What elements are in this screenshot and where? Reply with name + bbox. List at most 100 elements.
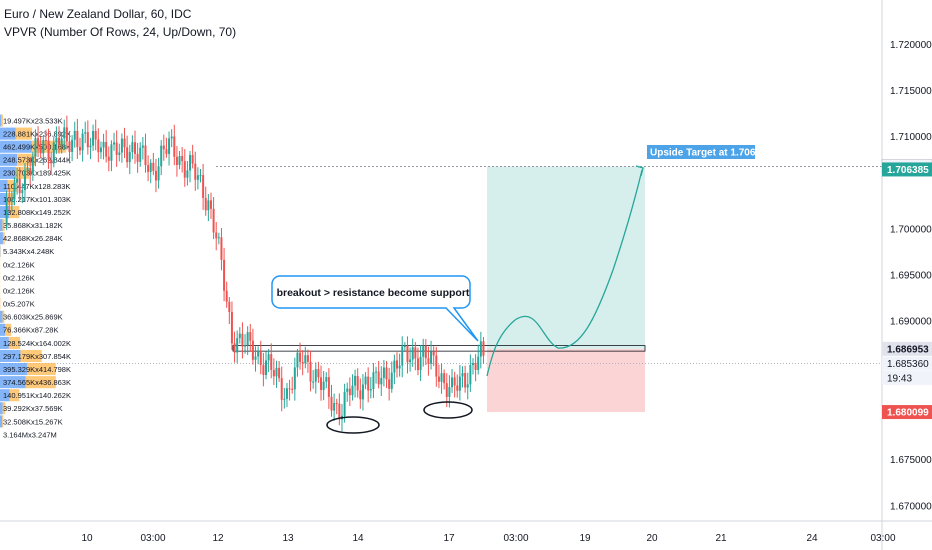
candle-body (165, 149, 168, 154)
candle-body (432, 351, 435, 356)
candle-body (173, 136, 176, 157)
vpvr-down-bar (1, 114, 3, 127)
vpvr-row-label: 297.179Kx307.854K (3, 352, 71, 361)
y-tick-label: 1.670000 (890, 501, 932, 512)
candle-body (296, 352, 299, 368)
candle-body (107, 156, 110, 161)
candle-body (338, 403, 341, 420)
x-tick-label: 24 (806, 533, 818, 544)
candle-body (215, 232, 218, 239)
candle-body (105, 141, 108, 157)
vpvr-row-label: 19.497Kx23.533K (3, 116, 63, 125)
x-tick-label: 13 (282, 533, 294, 544)
resistance-support-box (232, 345, 646, 352)
candle-body (466, 384, 469, 388)
candle-body (471, 363, 474, 366)
y-tick-label: 1.695000 (890, 271, 932, 282)
candle-body (385, 367, 388, 380)
candle-body (230, 312, 233, 344)
vpvr-row-label: 128.524Kx164.002K (3, 339, 71, 348)
projection-path (486, 169, 643, 377)
candle-body (327, 377, 330, 397)
candle-body (154, 170, 157, 181)
candle-body (351, 385, 354, 396)
indicator-label[interactable]: VPVR (Number Of Rows, 24, Up/Down, 70) (4, 25, 237, 39)
candle-body (162, 145, 165, 150)
candle-body (380, 377, 383, 385)
candle-body (306, 355, 309, 362)
vpvr-row-label: 132.808Kx149.252K (3, 208, 71, 217)
candle-body (65, 127, 68, 142)
candle-body (293, 367, 296, 390)
candle-body (272, 369, 275, 377)
candle-body (424, 346, 427, 359)
candle-body (8, 200, 11, 202)
x-tick-label: 14 (352, 533, 364, 544)
candle-body (220, 237, 223, 260)
candle-body (356, 375, 359, 391)
candle-body (283, 398, 286, 400)
candle-body (448, 387, 451, 397)
vpvr-row-label: 248.573Kx262.844K (3, 156, 71, 165)
candle-body (422, 346, 425, 357)
price-tag-box (882, 370, 932, 385)
vpvr-up-bar (0, 127, 16, 140)
candle-body (233, 343, 236, 353)
price-tag-box (882, 405, 932, 420)
candle-body (23, 170, 26, 191)
x-tick-label: 03:00 (870, 533, 895, 544)
candle-body (123, 138, 126, 148)
chart-title[interactable]: Euro / New Zealand Dollar, 60, IDC (4, 7, 192, 21)
candle-body (29, 168, 32, 174)
y-tick-label: 1.700000 (890, 224, 932, 235)
candle-body (73, 130, 76, 140)
candle-body (50, 159, 53, 164)
x-tick-label: 12 (212, 533, 224, 544)
candle-body (44, 139, 47, 141)
vpvr-row-label: 228.881Kx236.892K (3, 129, 71, 138)
candle-body (388, 379, 391, 389)
candle-body (474, 363, 477, 370)
vpvr-row-label: 110.447Kx128.283K (3, 182, 70, 191)
candle-body (84, 132, 87, 134)
double-bottom-ellipse-right (423, 401, 473, 419)
candle-body (401, 346, 404, 366)
candle-body (58, 137, 61, 146)
candle-body (149, 162, 152, 172)
candle-body (99, 147, 102, 153)
vpvr-row-label: 0x2.126K (3, 286, 35, 295)
candle-body (199, 175, 202, 177)
candle-body (257, 350, 260, 357)
candle-body (267, 354, 270, 361)
candle-body (209, 200, 212, 209)
annotation-layer[interactable]: breakout > resistance become support (271, 275, 479, 342)
candle-body (147, 165, 150, 172)
candle-body (63, 127, 66, 139)
candle-body (168, 138, 171, 154)
y-tick-label: 1.710000 (890, 132, 932, 143)
candle-body (175, 156, 178, 165)
vpvr-down-bar (9, 206, 20, 219)
vpvr-row-label: 42.868Kx26.284K (3, 234, 63, 243)
candle-body (212, 208, 215, 233)
candle-body (196, 175, 199, 180)
vpvr-row-label: 76.366Kx87.28K (3, 326, 58, 335)
price-tag-label: 1.685360 (887, 359, 929, 370)
candle-body (10, 199, 13, 202)
candle-body (246, 332, 249, 346)
candle-body (102, 141, 105, 148)
candle-body (288, 388, 291, 390)
vpvr-up-bar (0, 376, 26, 389)
candle-body (236, 338, 239, 353)
candle-body (259, 350, 262, 365)
candle-body (120, 138, 123, 153)
candle-body (152, 162, 155, 171)
price-tag-box (882, 341, 932, 356)
candle-body (325, 377, 328, 382)
vpvr-up-bar (0, 140, 32, 153)
candle-body (170, 136, 173, 139)
candle-body (403, 346, 406, 348)
candle-body (223, 259, 226, 291)
